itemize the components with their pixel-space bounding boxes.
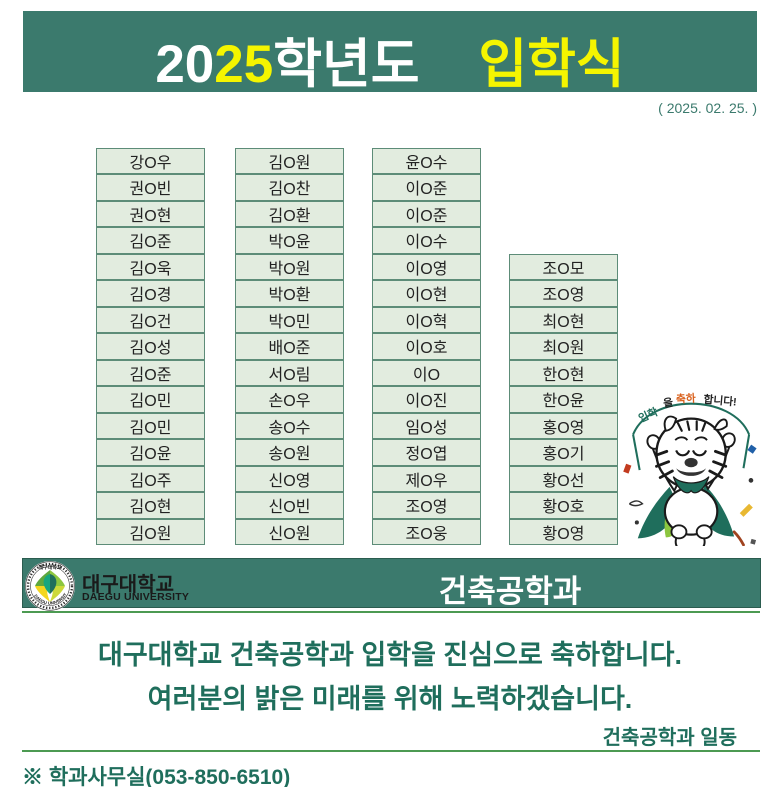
svg-text:대구대학교: 대구대학교 [38,564,61,571]
svg-text:을: 을 [662,397,674,411]
svg-text:축하: 축하 [676,392,697,406]
